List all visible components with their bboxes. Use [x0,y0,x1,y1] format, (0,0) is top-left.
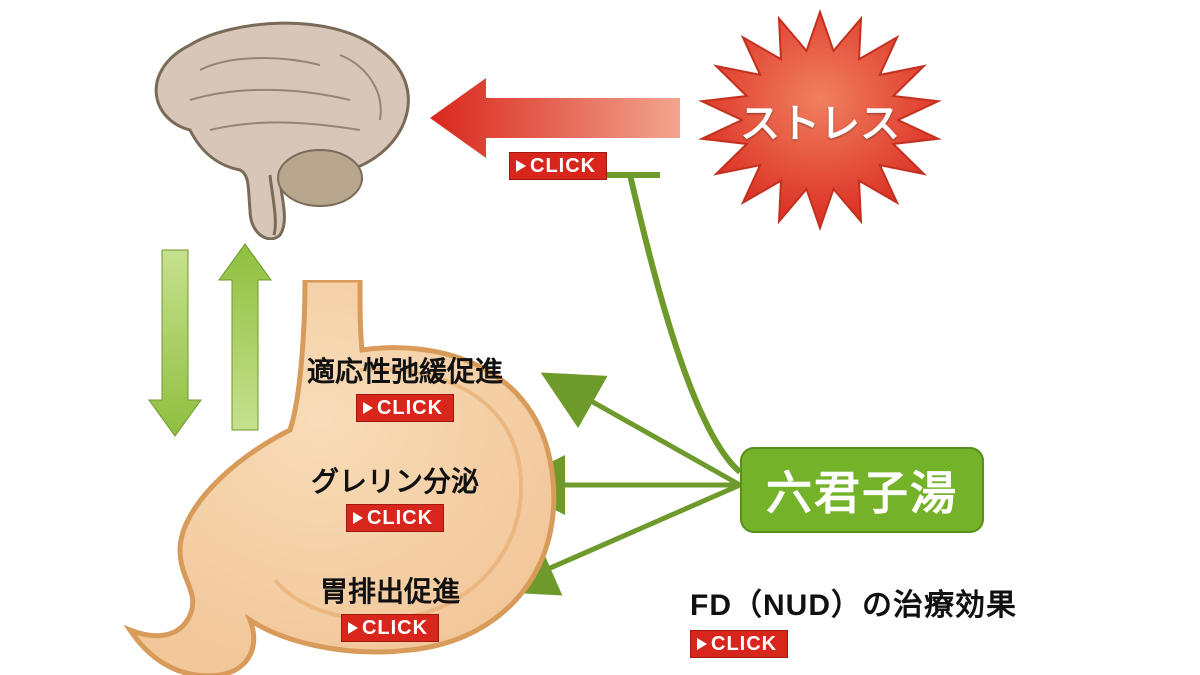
stress-label: ストレス [680,0,960,250]
click-button-footer[interactable]: CLICK [690,630,788,658]
play-triangle-icon [363,402,373,414]
click-label: CLICK [530,155,596,177]
click-label: CLICK [367,507,433,529]
effect-label: グレリン分泌 [275,460,515,500]
stress-node: ストレス [680,0,960,255]
click-label: CLICK [711,633,777,655]
play-triangle-icon [697,638,707,650]
footer-label: FD（NUD）の治療効果 [690,580,1017,624]
arrow-stress-to-brain [430,78,680,158]
effect-adaptive-relaxation: 適応性弛緩促進 CLICK [285,350,525,422]
effect-label: 適応性弛緩促進 [285,350,525,390]
medicine-node-rikkunshito: 六君子湯 [740,447,984,533]
effect-gastric-emptying: 胃排出促進 CLICK [270,570,510,642]
click-button-effect-1[interactable]: CLICK [356,394,454,422]
click-button-effect-2[interactable]: CLICK [346,504,444,532]
play-triangle-icon [516,160,526,172]
effect-label: 胃排出促進 [270,570,510,610]
click-label: CLICK [377,397,443,419]
play-triangle-icon [353,512,363,524]
medicine-label: 六君子湯 [766,467,958,519]
click-button-effect-3[interactable]: CLICK [341,614,439,642]
click-label: CLICK [362,617,428,639]
click-button-stress-arrow[interactable]: CLICK [509,152,607,180]
effect-ghrelin-secretion: グレリン分泌 CLICK [275,460,515,532]
play-triangle-icon [348,622,358,634]
footer-fd-nud: FD（NUD）の治療効果 CLICK [690,580,1017,658]
brain-illustration [130,10,430,240]
